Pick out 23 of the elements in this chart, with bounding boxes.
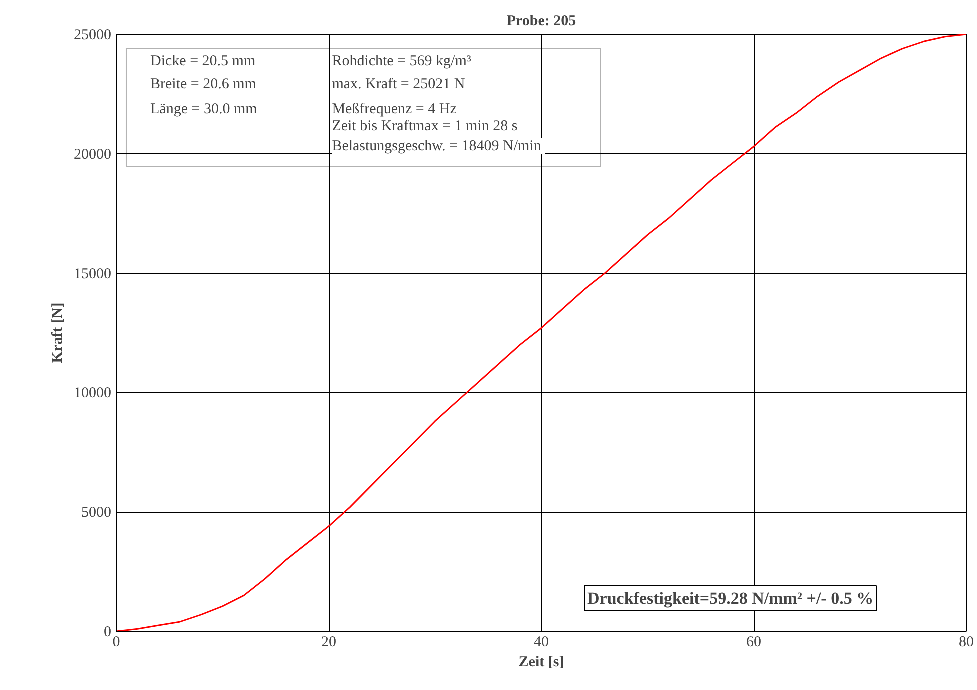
y-tick-label: 20000	[74, 146, 112, 163]
annotation: max. Kraft = 25021 N	[332, 76, 466, 93]
x-axis-title: Zeit [s]	[518, 654, 564, 670]
y-tick-label: 10000	[74, 386, 112, 402]
annotation: Druckfestigkeit=59.28 N/mm² +/- 0.5 %	[588, 589, 874, 608]
x-tick-label: 60	[746, 634, 762, 650]
x-tick-label: 80	[959, 634, 974, 650]
x-tick-label: 20	[322, 634, 336, 650]
y-tick-label: 15000	[74, 266, 112, 282]
annotation: Zeit bis Kraftmax = 1 min 28 s	[332, 118, 518, 135]
y-tick-label: 25000	[74, 28, 112, 44]
line-series	[116, 34, 966, 632]
annotation: Dicke = 20.5 mm	[150, 54, 256, 70]
y-tick-label: 0	[104, 624, 112, 640]
annotation: Belastungsgeschw. = 18409 N/min	[332, 138, 542, 154]
y-tick-label: 5000	[82, 505, 112, 522]
annotation: Länge = 30.0 mm	[150, 102, 258, 118]
y-axis-title: Kraft [N]	[50, 302, 66, 364]
annotation: Meßfrequenz = 4 Hz	[332, 102, 458, 118]
x-tick-label: 40	[534, 634, 549, 650]
annotation: Breite = 20.6 mm	[150, 76, 257, 93]
chart-title: Probe: 205	[506, 14, 576, 30]
annotation: Rohdichte = 569 kg/m³	[332, 54, 472, 70]
